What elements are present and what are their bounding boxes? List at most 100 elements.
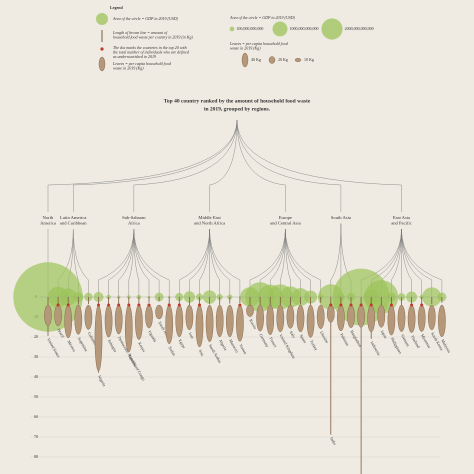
y-tick-label: 70 (34, 434, 38, 439)
undernourished-dot (107, 303, 111, 307)
leaves (387, 304, 396, 336)
tree-branch (236, 119, 402, 212)
leaves (225, 304, 234, 338)
legend-text: Area of the circle = GDP in 2019 (USD) (112, 16, 179, 21)
undernourished-dot (389, 303, 393, 307)
leaves (145, 304, 153, 329)
country-label: Ukraine (319, 330, 330, 344)
country-label: Ethiopia (107, 339, 118, 353)
legend-text: Length of brown line = amount of (112, 30, 168, 35)
country-label: France (269, 336, 279, 348)
leaves (296, 304, 305, 333)
leaves (357, 304, 365, 328)
tree-branch (236, 119, 342, 212)
country-label: Spain (299, 333, 308, 343)
legend-leaf-title: waste in 2019 (Kg) (230, 45, 261, 50)
tree-twig (73, 228, 89, 297)
leaves (367, 304, 376, 333)
undernourished-dot (167, 303, 171, 307)
tree (47, 119, 443, 297)
undernourished-dot (56, 303, 60, 307)
country-label: Russia (248, 318, 258, 330)
legend-size-leaf (294, 58, 302, 62)
undernourished-dot (177, 303, 181, 307)
leaves (286, 304, 295, 329)
undernourished-dot (66, 303, 70, 307)
leaves (84, 304, 93, 330)
country-label: Tanzania (127, 353, 139, 368)
undernourished-dot (238, 303, 242, 307)
undernourished-dot (117, 303, 121, 307)
region-label: and North Africa (194, 221, 225, 226)
country-label: Uganda (147, 330, 158, 343)
leaves (175, 304, 184, 338)
legend-size-label: 100,000,000,000 (236, 26, 263, 32)
region-label: and Central Asia (270, 221, 301, 226)
leaves (54, 304, 62, 327)
undernourished-dot (369, 303, 373, 307)
region-label: Middle East (198, 215, 221, 220)
chart-title: in 2019, grouped by regions. (204, 106, 271, 112)
country-label: Mexico (67, 339, 77, 352)
leaves (337, 304, 345, 332)
legend-leaf-title: Leaves = per capita household food (229, 41, 289, 46)
undernourished-dot (147, 303, 151, 307)
undernourished-dot (329, 303, 333, 307)
leaves (94, 304, 103, 372)
leaves (125, 304, 133, 353)
tree-branch (209, 119, 238, 212)
country-label: Nigeria (97, 374, 107, 387)
tree-twig (401, 228, 443, 297)
country-label: Iraq (198, 348, 206, 356)
legend-size-circle (272, 21, 288, 37)
leaves (135, 304, 143, 340)
legend-leaf (98, 56, 106, 72)
undernourished-dot (97, 303, 100, 307)
undernourished-dot (420, 303, 424, 307)
legend-size-label: 1000,000,000,000 (290, 26, 319, 32)
legend-dot (100, 47, 104, 51)
region-label: America (40, 221, 56, 226)
y-tick-label: 80 (34, 454, 38, 459)
leaves (276, 304, 285, 333)
undernourished-dot (410, 303, 414, 307)
leaves (205, 304, 214, 342)
leaves (397, 304, 406, 332)
legend-size-circle (229, 26, 235, 32)
region-label: South Asia (331, 215, 351, 220)
y-tick-label: 50 (34, 394, 38, 399)
country-label: Vietnam (400, 333, 412, 348)
leaves (236, 304, 244, 342)
region-label: and Caribbean (60, 221, 87, 226)
undernourished-dot (137, 303, 141, 307)
region-label: North (43, 215, 54, 220)
legend-text: Leaves = per capita household food (112, 61, 172, 66)
country-label: Turkey (309, 339, 319, 351)
leaves (427, 304, 436, 331)
region-label: Africa (128, 221, 140, 226)
undernourished-dot (349, 303, 353, 307)
legend-size-leaf (241, 52, 249, 68)
legend-circle-title: Area of the circle = GDP in 2019 (USD) (229, 15, 296, 20)
legend-circle (96, 13, 108, 25)
legend-text: household food waste per country in 2019… (113, 34, 193, 39)
legend-size-circle (321, 18, 343, 40)
region-label: Europe (279, 215, 292, 220)
leaves (347, 304, 355, 328)
legend-size-label: 2000,000,000,000 (345, 26, 374, 32)
leaves (407, 304, 416, 333)
legend-text: The dot marks the countries in the top 2… (113, 45, 187, 50)
leaves (185, 304, 194, 331)
country-label: Morocco (228, 338, 240, 353)
y-tick-label: 20 (34, 334, 38, 339)
legend-text: the total number of individuals who are … (113, 49, 190, 54)
country-label: Malaysia (440, 338, 452, 353)
tree-branch (133, 119, 238, 212)
country-label: Egypt (178, 338, 188, 350)
leaves (165, 304, 173, 345)
undernourished-dot (198, 303, 201, 307)
region-label: Latin America (60, 215, 86, 220)
tree-twig (133, 228, 170, 297)
